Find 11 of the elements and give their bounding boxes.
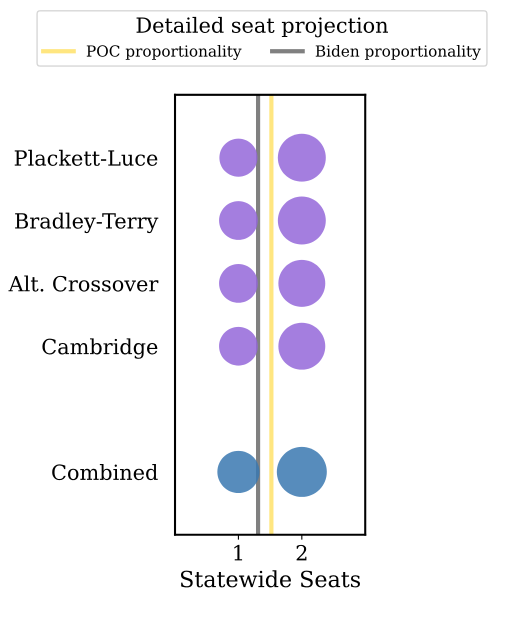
legend-label: Biden proportionality bbox=[316, 44, 481, 60]
x-tick-label: 2 bbox=[296, 544, 306, 560]
y-tick-label: Plackett-Luce bbox=[14, 150, 158, 166]
legend-label: POC proportionality bbox=[86, 44, 242, 60]
legend-title: Detailed seat projection bbox=[136, 16, 388, 38]
x-axis-title: Statewide Seats bbox=[180, 570, 360, 588]
y-tick-label: Cambridge bbox=[42, 338, 158, 359]
y-tick-label: Combined bbox=[52, 464, 158, 480]
y-tick-label: Alt. Crossover bbox=[8, 275, 158, 292]
x-tick-label: 1 bbox=[234, 544, 242, 560]
y-tick-label: Bradley-Terry bbox=[15, 212, 158, 234]
